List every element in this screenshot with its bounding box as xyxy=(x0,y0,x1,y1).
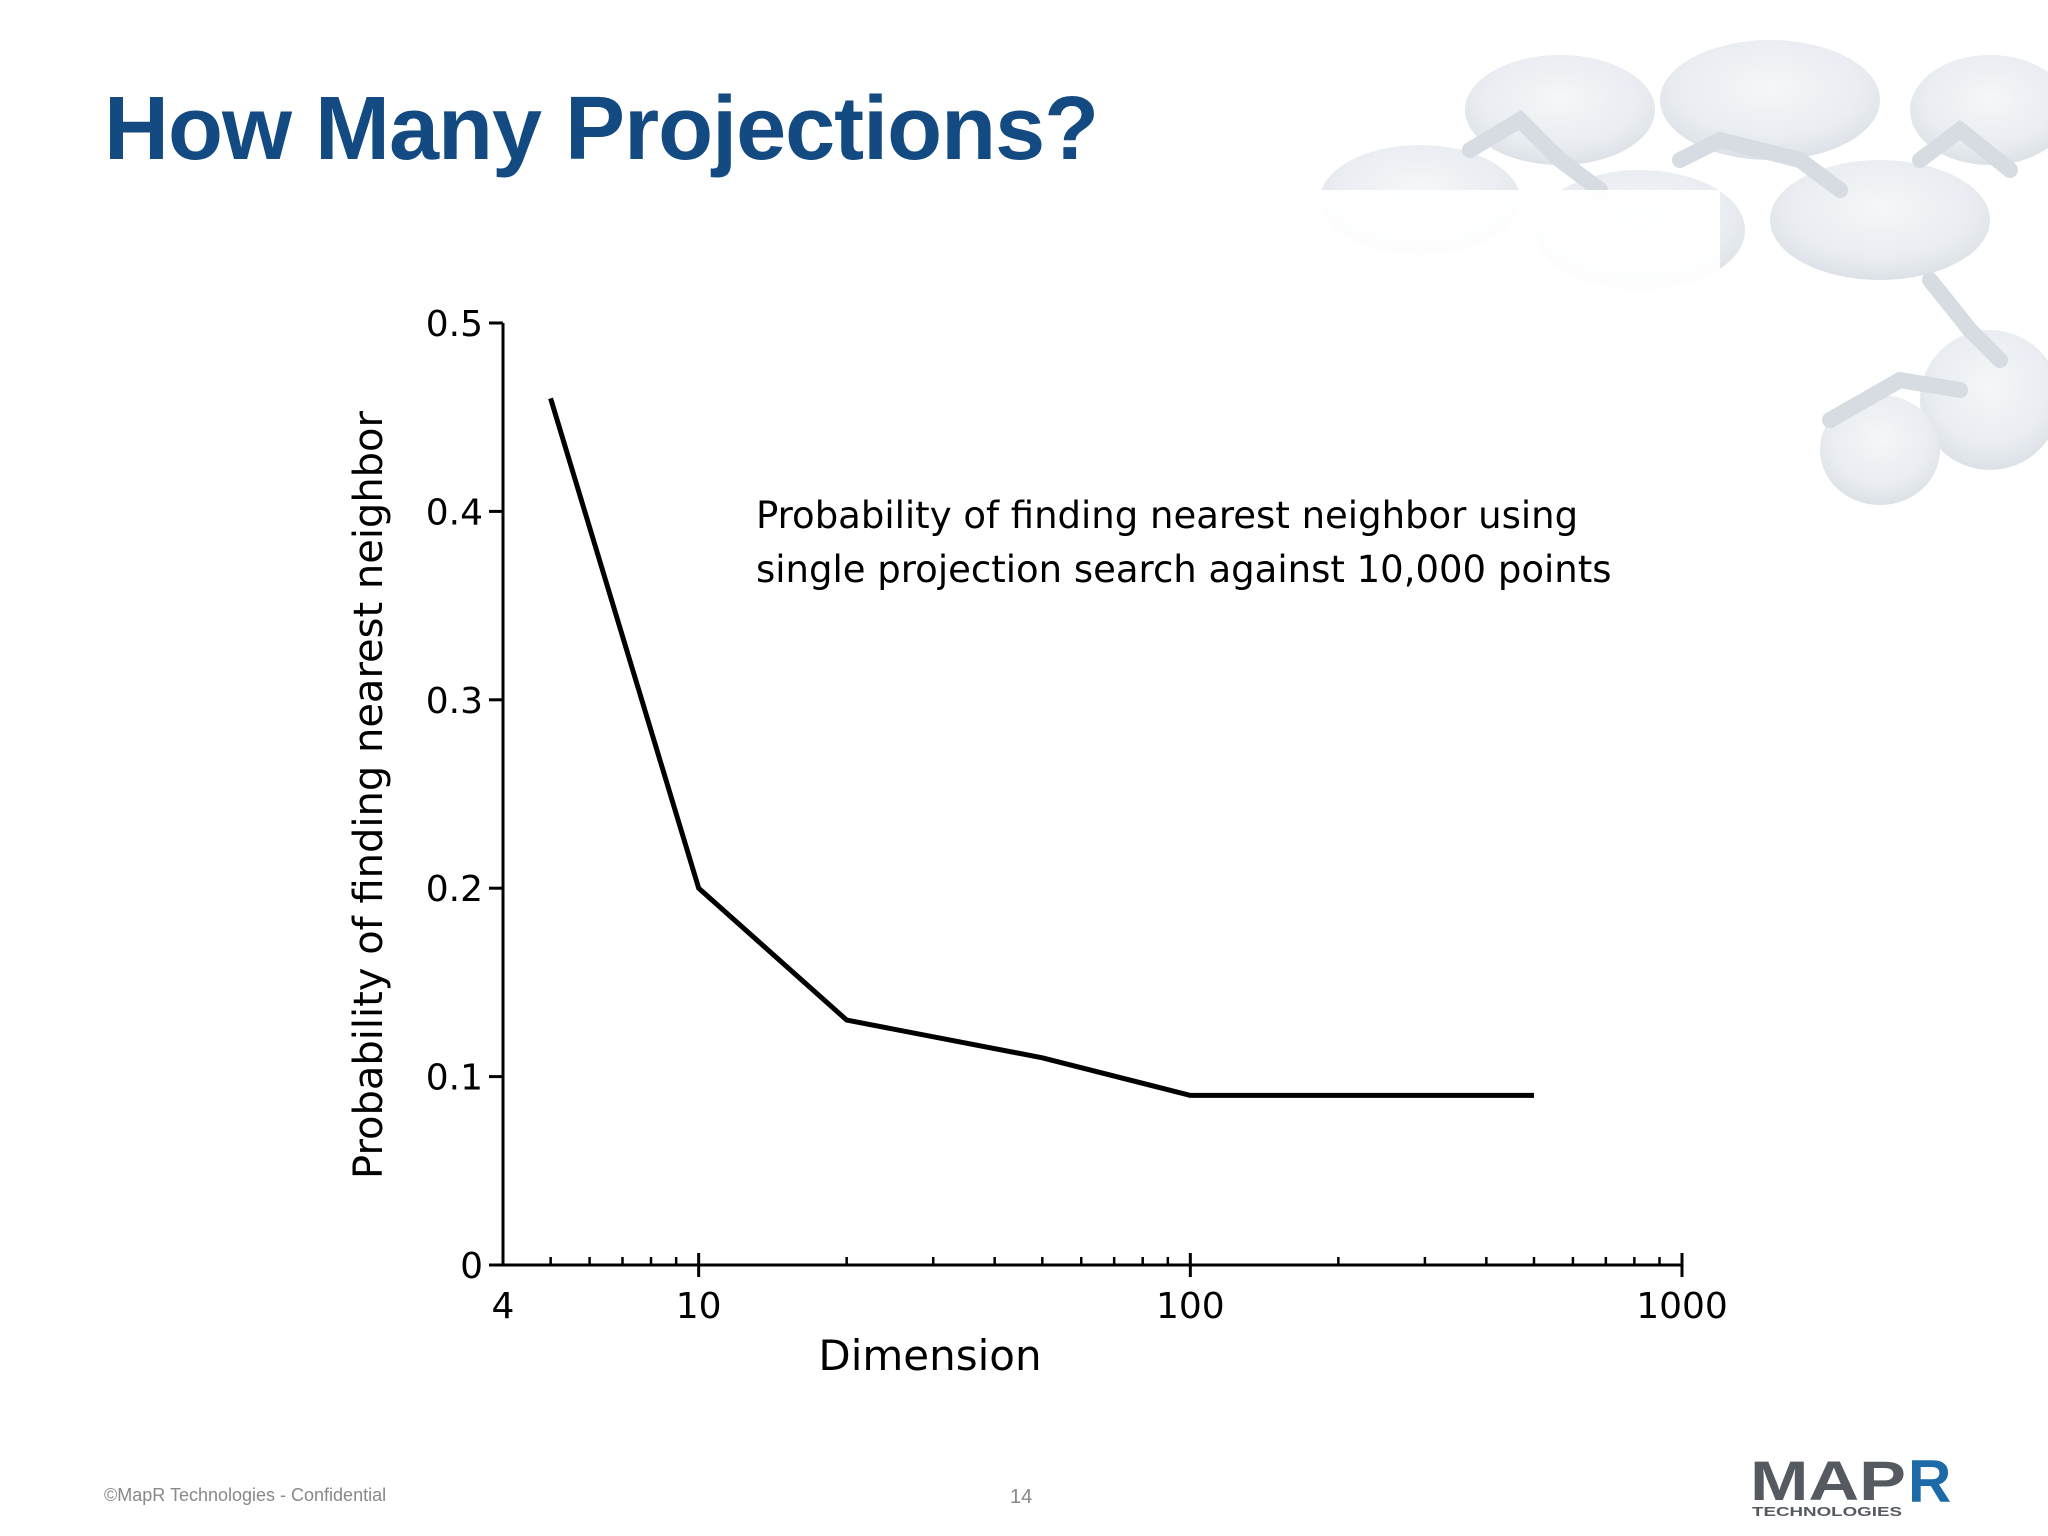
annotation-line-2: single projection search against 10,000 … xyxy=(756,548,1611,591)
footer-copyright: ©MapR Technologies - Confidential xyxy=(104,1485,387,1505)
annotation-line-1: Probability of finding nearest neighbor … xyxy=(756,494,1578,537)
x-minor-ticks xyxy=(549,1257,1661,1265)
logo-r: R xyxy=(1908,1452,1951,1515)
logo-subtext: TECHNOLOGIES xyxy=(1752,1504,1902,1518)
x-tick-label: 10 xyxy=(676,1286,722,1327)
y-tick-label: 0.5 xyxy=(426,304,483,345)
y-axis-label: Probability of finding nearest neighbor xyxy=(346,410,392,1179)
y-tick-label: 0.4 xyxy=(426,492,483,533)
y-tick-label: 0.1 xyxy=(426,1058,483,1099)
y-tick-label: 0.2 xyxy=(426,869,483,910)
y-tick-label: 0 xyxy=(460,1246,483,1287)
x-tick-label: 1000 xyxy=(1636,1286,1728,1327)
logo-wordmark: MAP xyxy=(1750,1452,1906,1512)
x-tick-label: 4 xyxy=(492,1286,515,1327)
x-ticks: 4 10 100 1000 xyxy=(492,1253,1728,1327)
x-axis-label: Dimension xyxy=(818,1331,1041,1380)
x-tick-label: 100 xyxy=(1156,1286,1225,1327)
y-tick-label: 0.3 xyxy=(426,681,483,722)
mapr-logo: MAP R TECHNOLOGIES xyxy=(1750,1452,1951,1518)
series-line xyxy=(548,397,1534,1098)
series-group xyxy=(548,397,1534,1098)
slide-title: How Many Projections? xyxy=(104,79,1099,179)
page-number: 14 xyxy=(1010,1486,1033,1508)
y-ticks: 0 0.1 0.2 0.3 0.4 0.5 xyxy=(426,304,503,1287)
plot-background xyxy=(110,190,1720,1460)
